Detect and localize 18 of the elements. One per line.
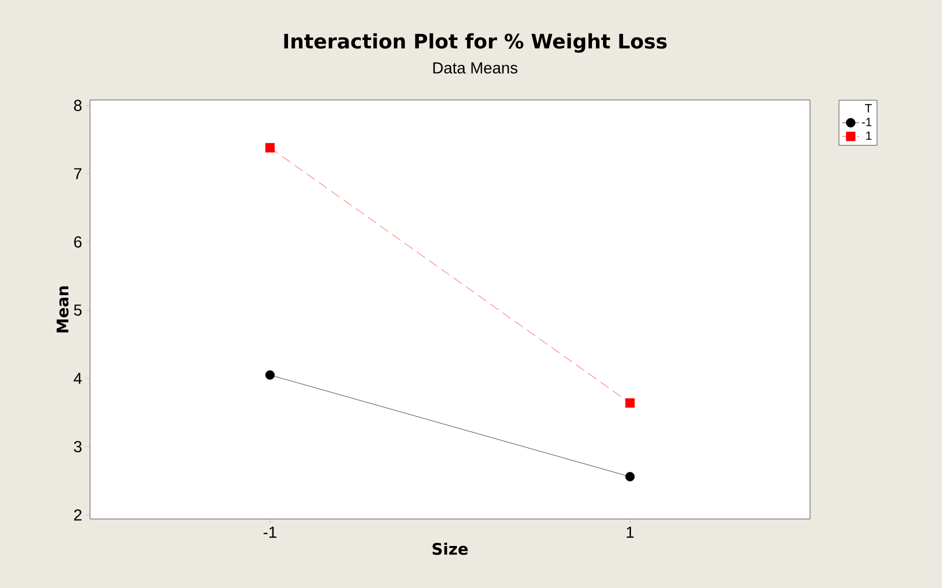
y-tick-label: 4 <box>74 372 82 384</box>
y-tick-label: 7 <box>74 168 82 180</box>
y-tick-label: 5 <box>74 304 82 316</box>
y-axis-title: Mean <box>56 286 69 332</box>
chart-title: Interaction Plot for % Weight Loss <box>284 33 667 53</box>
point <box>265 370 275 380</box>
point <box>625 472 635 482</box>
legend-title: T <box>864 104 872 112</box>
point <box>625 398 635 408</box>
y-tick-label: 3 <box>74 441 82 452</box>
point <box>265 143 275 152</box>
y-tick-label: 8 <box>74 100 82 112</box>
chart-subtitle: Data Means <box>433 62 518 74</box>
legend-label: -1 <box>862 118 872 126</box>
x-axis-title: Size <box>432 542 468 555</box>
y-tick-label: 6 <box>74 236 82 248</box>
y-tick-label: 2 <box>74 509 82 520</box>
legend-label: 1 <box>866 132 872 140</box>
